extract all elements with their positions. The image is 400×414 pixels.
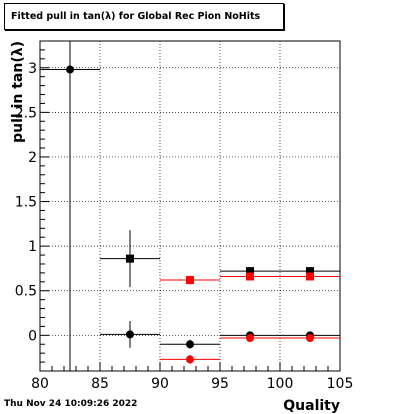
square-marker [246, 267, 254, 276]
square-marker [186, 276, 194, 285]
square-marker [126, 254, 134, 263]
y-axis-label: pull in tan(λ) [10, 41, 26, 143]
y-tick-label: 1.5 [15, 195, 37, 211]
y-tick-label: 0 [28, 328, 37, 344]
square-marker [306, 267, 314, 276]
x-tick-label: 90 [151, 376, 169, 392]
y-tick-label: 2 [28, 150, 37, 166]
x-tick-label: 85 [91, 376, 109, 392]
y-tick-label: 3 [28, 61, 37, 77]
circle-marker [186, 355, 194, 364]
timestamp: Thu Nov 24 10:09:26 2022 [4, 399, 138, 409]
chart-title: Fitted pull in tan(λ) for Global Rec Pio… [11, 11, 261, 22]
x-axis-label: Quality [283, 398, 340, 414]
circle-marker [126, 330, 134, 339]
plot-frame [39, 40, 341, 372]
x-tick-label: 105 [327, 376, 354, 392]
circle-marker [306, 334, 314, 342]
plot-area [40, 41, 340, 371]
square-marker [246, 272, 254, 281]
y-tick-label: 0.5 [15, 284, 37, 300]
x-tick-label: 100 [267, 376, 294, 392]
square-marker [306, 272, 314, 281]
x-tick-label: 80 [31, 376, 49, 392]
circle-marker [66, 65, 74, 74]
title-box: Fitted pull in tan(λ) for Global Rec Pio… [4, 3, 284, 30]
y-tick-label: 1 [28, 239, 37, 255]
y-tick-label: 2.5 [15, 105, 37, 121]
circle-marker [186, 340, 194, 349]
circle-marker [246, 334, 254, 342]
x-tick-label: 95 [211, 376, 229, 392]
